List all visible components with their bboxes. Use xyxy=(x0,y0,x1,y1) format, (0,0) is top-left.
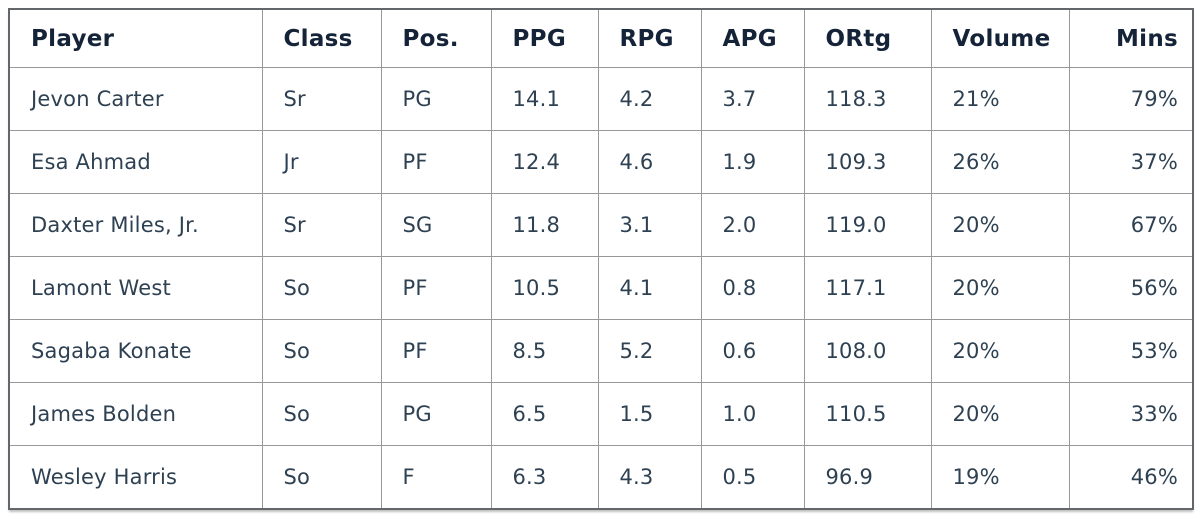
cell-ppg: 12.4 xyxy=(490,130,599,194)
cell-ortg: 119.0 xyxy=(803,193,932,257)
cell-ortg: 108.0 xyxy=(803,319,932,383)
table-row: Jevon Carter Sr PG 14.1 4.2 3.7 118.3 21% 79% xyxy=(8,67,1194,131)
cell-pos: SG xyxy=(380,193,492,257)
header-class: Class xyxy=(261,8,382,68)
cell-ortg: 96.9 xyxy=(803,445,932,510)
cell-ppg: 6.5 xyxy=(490,382,599,446)
cell-rpg: 3.1 xyxy=(597,193,702,257)
cell-player: Wesley Harris xyxy=(8,445,263,510)
player-stats-table: Player Class Pos. PPG RPG APG ORtg Volum… xyxy=(8,8,1194,510)
cell-apg: 3.7 xyxy=(700,67,805,131)
cell-pos: PG xyxy=(380,382,492,446)
cell-ppg: 10.5 xyxy=(490,256,599,320)
cell-player: Sagaba Konate xyxy=(8,319,263,383)
cell-ppg: 11.8 xyxy=(490,193,599,257)
table-row: Wesley Harris So F 6.3 4.3 0.5 96.9 19% 46% xyxy=(8,445,1194,510)
table-row: Lamont West So PF 10.5 4.1 0.8 117.1 20% 56% xyxy=(8,256,1194,320)
cell-class: So xyxy=(261,382,382,446)
cell-class: Jr xyxy=(261,130,382,194)
header-ortg: ORtg xyxy=(803,8,932,68)
header-ppg: PPG xyxy=(490,8,599,68)
header-volume: Volume xyxy=(930,8,1070,68)
cell-rpg: 5.2 xyxy=(597,319,702,383)
cell-ortg: 110.5 xyxy=(803,382,932,446)
cell-player: Daxter Miles, Jr. xyxy=(8,193,263,257)
player-stats-table-container: Player Class Pos. PPG RPG APG ORtg Volum… xyxy=(8,8,1194,510)
cell-volume: 20% xyxy=(930,382,1070,446)
cell-mins: 79% xyxy=(1068,67,1194,131)
cell-pos: PG xyxy=(380,67,492,131)
table-row: Esa Ahmad Jr PF 12.4 4.6 1.9 109.3 26% 37% xyxy=(8,130,1194,194)
cell-pos: PF xyxy=(380,256,492,320)
cell-mins: 67% xyxy=(1068,193,1194,257)
cell-pos: PF xyxy=(380,319,492,383)
cell-mins: 37% xyxy=(1068,130,1194,194)
cell-class: So xyxy=(261,445,382,510)
cell-player: Lamont West xyxy=(8,256,263,320)
cell-rpg: 4.6 xyxy=(597,130,702,194)
cell-apg: 1.9 xyxy=(700,130,805,194)
cell-ortg: 118.3 xyxy=(803,67,932,131)
cell-apg: 0.8 xyxy=(700,256,805,320)
cell-ppg: 8.5 xyxy=(490,319,599,383)
header-rpg: RPG xyxy=(597,8,702,68)
cell-rpg: 4.2 xyxy=(597,67,702,131)
cell-class: So xyxy=(261,256,382,320)
cell-mins: 53% xyxy=(1068,319,1194,383)
table-row: Sagaba Konate So PF 8.5 5.2 0.6 108.0 20% 53% xyxy=(8,319,1194,383)
cell-class: Sr xyxy=(261,193,382,257)
cell-apg: 1.0 xyxy=(700,382,805,446)
cell-volume: 26% xyxy=(930,130,1070,194)
cell-pos: PF xyxy=(380,130,492,194)
cell-rpg: 4.1 xyxy=(597,256,702,320)
cell-volume: 20% xyxy=(930,256,1070,320)
table-row: Daxter Miles, Jr. Sr SG 11.8 3.1 2.0 119.0 20% 6… xyxy=(8,193,1194,257)
header-player: Player xyxy=(8,8,263,68)
cell-rpg: 1.5 xyxy=(597,382,702,446)
cell-apg: 2.0 xyxy=(700,193,805,257)
table-body: Jevon Carter Sr PG 14.1 4.2 3.7 118.3 21% 79% Esa… xyxy=(8,67,1194,510)
table-row: James Bolden So PG 6.5 1.5 1.0 110.5 20% 33% xyxy=(8,382,1194,446)
header-pos: Pos. xyxy=(380,8,492,68)
header-mins: Mins xyxy=(1068,8,1194,68)
cell-volume: 19% xyxy=(930,445,1070,510)
cell-apg: 0.6 xyxy=(700,319,805,383)
cell-mins: 33% xyxy=(1068,382,1194,446)
cell-ppg: 14.1 xyxy=(490,67,599,131)
cell-volume: 21% xyxy=(930,67,1070,131)
cell-mins: 56% xyxy=(1068,256,1194,320)
cell-mins: 46% xyxy=(1068,445,1194,510)
cell-ortg: 117.1 xyxy=(803,256,932,320)
cell-class: So xyxy=(261,319,382,383)
cell-apg: 0.5 xyxy=(700,445,805,510)
cell-volume: 20% xyxy=(930,193,1070,257)
cell-player: Esa Ahmad xyxy=(8,130,263,194)
cell-pos: F xyxy=(380,445,492,510)
cell-class: Sr xyxy=(261,67,382,131)
cell-volume: 20% xyxy=(930,319,1070,383)
header-row: Player Class Pos. PPG RPG APG ORtg Volum… xyxy=(8,8,1194,68)
cell-player: James Bolden xyxy=(8,382,263,446)
header-apg: APG xyxy=(700,8,805,68)
cell-ppg: 6.3 xyxy=(490,445,599,510)
cell-rpg: 4.3 xyxy=(597,445,702,510)
cell-player: Jevon Carter xyxy=(8,67,263,131)
table-header: Player Class Pos. PPG RPG APG ORtg Volum… xyxy=(8,8,1194,68)
cell-ortg: 109.3 xyxy=(803,130,932,194)
